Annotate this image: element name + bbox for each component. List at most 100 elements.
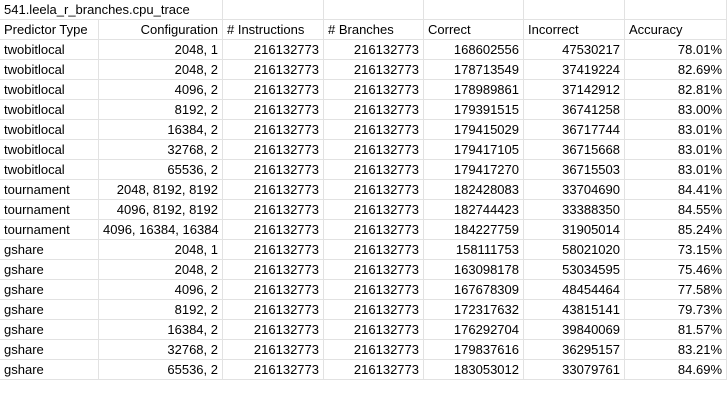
table-cell-correct[interactable]: 176292704 [424,320,524,340]
table-cell-incorrect[interactable]: 33079761 [524,360,625,380]
table-cell-accuracy[interactable]: 85.24% [625,220,727,240]
table-cell-instructions[interactable]: 216132773 [223,120,324,140]
table-cell-incorrect[interactable]: 53034595 [524,260,625,280]
table-cell-predictor-type[interactable]: twobitlocal [0,140,99,160]
table-cell-instructions[interactable]: 216132773 [223,220,324,240]
table-cell-incorrect[interactable]: 36741258 [524,100,625,120]
table-cell-predictor-type[interactable]: gshare [0,300,99,320]
table-cell-branches[interactable]: 216132773 [324,100,424,120]
table-cell-predictor-type[interactable]: twobitlocal [0,120,99,140]
table-cell-predictor-type[interactable]: twobitlocal [0,160,99,180]
table-cell-branches[interactable]: 216132773 [324,240,424,260]
table-cell-instructions[interactable]: 216132773 [223,300,324,320]
table-cell-instructions[interactable]: 216132773 [223,340,324,360]
table-cell-incorrect[interactable]: 36295157 [524,340,625,360]
table-cell-correct[interactable]: 179417105 [424,140,524,160]
table-cell-accuracy[interactable]: 84.41% [625,180,727,200]
table-cell-incorrect[interactable]: 33704690 [524,180,625,200]
empty-cell[interactable] [324,0,424,20]
table-cell-branches[interactable]: 216132773 [324,200,424,220]
sheet-title-cell[interactable]: 541.leela_r_branches.cpu_trace [0,0,223,20]
table-cell-branches[interactable]: 216132773 [324,120,424,140]
header-cell-correct[interactable]: Correct [424,20,524,40]
table-cell-accuracy[interactable]: 78.01% [625,40,727,60]
table-cell-correct[interactable]: 179417270 [424,160,524,180]
table-cell-incorrect[interactable]: 48454464 [524,280,625,300]
table-cell-configuration[interactable]: 16384, 2 [99,320,223,340]
table-cell-predictor-type[interactable]: twobitlocal [0,80,99,100]
table-cell-predictor-type[interactable]: gshare [0,280,99,300]
table-cell-configuration[interactable]: 32768, 2 [99,140,223,160]
table-cell-incorrect[interactable]: 31905014 [524,220,625,240]
header-cell-incorrect[interactable]: Incorrect [524,20,625,40]
table-cell-instructions[interactable]: 216132773 [223,160,324,180]
table-cell-incorrect[interactable]: 39840069 [524,320,625,340]
table-cell-configuration[interactable]: 32768, 2 [99,340,223,360]
table-cell-correct[interactable]: 168602556 [424,40,524,60]
table-cell-branches[interactable]: 216132773 [324,160,424,180]
table-cell-accuracy[interactable]: 82.81% [625,80,727,100]
table-cell-correct[interactable]: 184227759 [424,220,524,240]
table-cell-configuration[interactable]: 8192, 2 [99,300,223,320]
empty-cell[interactable] [223,0,324,20]
table-cell-predictor-type[interactable]: twobitlocal [0,60,99,80]
table-cell-configuration[interactable]: 65536, 2 [99,160,223,180]
table-cell-accuracy[interactable]: 83.21% [625,340,727,360]
table-cell-predictor-type[interactable]: gshare [0,340,99,360]
table-cell-accuracy[interactable]: 79.73% [625,300,727,320]
table-cell-incorrect[interactable]: 43815141 [524,300,625,320]
table-cell-predictor-type[interactable]: tournament [0,200,99,220]
table-cell-configuration[interactable]: 2048, 8192, 8192 [99,180,223,200]
table-cell-instructions[interactable]: 216132773 [223,320,324,340]
table-cell-branches[interactable]: 216132773 [324,260,424,280]
table-cell-configuration[interactable]: 4096, 8192, 8192 [99,200,223,220]
table-cell-predictor-type[interactable]: twobitlocal [0,40,99,60]
table-cell-incorrect[interactable]: 58021020 [524,240,625,260]
table-cell-instructions[interactable]: 216132773 [223,40,324,60]
table-cell-instructions[interactable]: 216132773 [223,80,324,100]
table-cell-predictor-type[interactable]: tournament [0,180,99,200]
table-cell-branches[interactable]: 216132773 [324,280,424,300]
table-cell-instructions[interactable]: 216132773 [223,140,324,160]
table-cell-instructions[interactable]: 216132773 [223,200,324,220]
empty-cell[interactable] [424,0,524,20]
table-cell-accuracy[interactable]: 84.55% [625,200,727,220]
table-cell-accuracy[interactable]: 82.69% [625,60,727,80]
table-cell-correct[interactable]: 183053012 [424,360,524,380]
header-cell-branches[interactable]: # Branches [324,20,424,40]
header-cell-configuration[interactable]: Configuration [99,20,223,40]
table-cell-predictor-type[interactable]: gshare [0,260,99,280]
table-cell-configuration[interactable]: 8192, 2 [99,100,223,120]
table-cell-correct[interactable]: 172317632 [424,300,524,320]
table-cell-instructions[interactable]: 216132773 [223,60,324,80]
table-cell-accuracy[interactable]: 83.01% [625,160,727,180]
table-cell-incorrect[interactable]: 33388350 [524,200,625,220]
table-cell-incorrect[interactable]: 36715668 [524,140,625,160]
table-cell-accuracy[interactable]: 77.58% [625,280,727,300]
empty-cell[interactable] [625,0,727,20]
table-cell-correct[interactable]: 163098178 [424,260,524,280]
table-cell-accuracy[interactable]: 83.01% [625,140,727,160]
header-cell-instructions[interactable]: # Instructions [223,20,324,40]
table-cell-branches[interactable]: 216132773 [324,140,424,160]
table-cell-predictor-type[interactable]: gshare [0,320,99,340]
table-cell-instructions[interactable]: 216132773 [223,180,324,200]
table-cell-branches[interactable]: 216132773 [324,180,424,200]
table-cell-correct[interactable]: 178713549 [424,60,524,80]
table-cell-incorrect[interactable]: 37419224 [524,60,625,80]
table-cell-branches[interactable]: 216132773 [324,340,424,360]
table-cell-accuracy[interactable]: 84.69% [625,360,727,380]
table-cell-instructions[interactable]: 216132773 [223,360,324,380]
table-cell-branches[interactable]: 216132773 [324,220,424,240]
table-cell-branches[interactable]: 216132773 [324,80,424,100]
table-cell-accuracy[interactable]: 83.01% [625,120,727,140]
table-cell-correct[interactable]: 179415029 [424,120,524,140]
header-cell-predictor-type[interactable]: Predictor Type [0,20,99,40]
table-cell-branches[interactable]: 216132773 [324,360,424,380]
header-cell-accuracy[interactable]: Accuracy [625,20,727,40]
table-cell-correct[interactable]: 182428083 [424,180,524,200]
table-cell-instructions[interactable]: 216132773 [223,280,324,300]
table-cell-correct[interactable]: 182744423 [424,200,524,220]
table-cell-incorrect[interactable]: 37142912 [524,80,625,100]
table-cell-configuration[interactable]: 16384, 2 [99,120,223,140]
